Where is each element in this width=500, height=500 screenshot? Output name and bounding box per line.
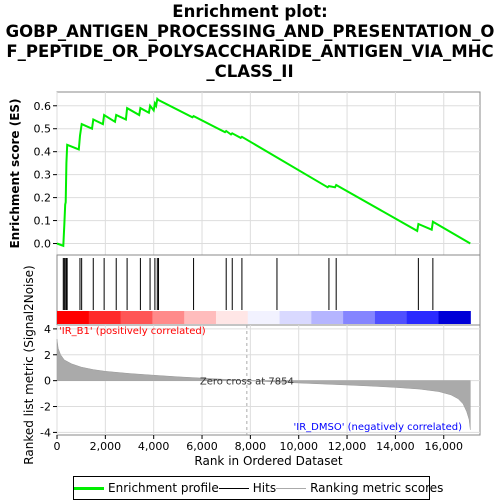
heat-bar-segment bbox=[311, 311, 343, 324]
heat-bar-segment bbox=[375, 311, 407, 324]
heat-bar-segment bbox=[343, 311, 375, 324]
legend: Enrichment profile Hits Ranking metric s… bbox=[73, 476, 430, 500]
es-y-tick-label: 0.6 bbox=[34, 100, 52, 113]
heat-bar-segment bbox=[57, 311, 89, 324]
es-y-tick-label: 0.3 bbox=[34, 169, 52, 182]
es-panel: 0.0 0.1 0.2 0.3 0.4 0.5 0.6 Enrichment score (… bbox=[8, 92, 480, 255]
metric-x-ticks: 0 2,000 4,000 6,000 8,000 10,000 12,000 14,000 1… bbox=[54, 435, 463, 453]
es-y-axis-label: Enrichment score (ES) bbox=[8, 98, 22, 248]
heat-bar-segment bbox=[439, 311, 471, 324]
heat-bar-segment bbox=[216, 311, 248, 324]
heat-bar-segment bbox=[184, 311, 216, 324]
metric-y-axis-label: Ranked list metric (Signal2Noise) bbox=[22, 265, 36, 464]
es-y-tick-label: 0.4 bbox=[34, 146, 52, 159]
es-y-tick-label: 0.1 bbox=[34, 215, 52, 228]
x-tick-label: 8,000 bbox=[235, 440, 267, 453]
legend-hits-swatch bbox=[219, 488, 249, 489]
zero-cross-label: Zero cross at 7854 bbox=[200, 377, 294, 388]
heat-bar-segment bbox=[407, 311, 439, 324]
x-tick-label: 12,000 bbox=[328, 440, 367, 453]
x-tick-label: 4,000 bbox=[138, 440, 170, 453]
heat-bar-segment bbox=[89, 311, 121, 324]
x-axis-label: Rank in Ordered Dataset bbox=[194, 454, 342, 468]
x-tick-label: 14,000 bbox=[376, 440, 415, 453]
metric-y-tick-label: -2 bbox=[40, 401, 51, 414]
metric-y-ticks: -4 -2 0 2 4 bbox=[40, 323, 57, 440]
heat-bar-segment bbox=[280, 311, 312, 324]
heat-bar-segment bbox=[121, 311, 153, 324]
heat-bar-segment bbox=[248, 311, 280, 324]
hits-panel bbox=[57, 255, 480, 325]
x-tick-label: 6,000 bbox=[186, 440, 218, 453]
legend-metric-label: Ranking metric scores bbox=[310, 481, 443, 495]
negative-correlation-label: 'IR_DMSO' (negatively correlated) bbox=[294, 422, 463, 433]
es-y-tick-label: 0.2 bbox=[34, 192, 52, 205]
legend-item-enrichment: Enrichment profile bbox=[74, 481, 219, 495]
x-tick-label: 0 bbox=[54, 440, 61, 453]
legend-enrichment-label: Enrichment profile bbox=[108, 481, 219, 495]
x-tick-label: 16,000 bbox=[424, 440, 463, 453]
legend-enrichment-swatch bbox=[74, 487, 104, 490]
metric-y-tick-label: 2 bbox=[44, 349, 51, 362]
x-tick-label: 10,000 bbox=[279, 440, 318, 453]
positive-correlation-label: 'IR_B1' (positively correlated) bbox=[59, 326, 206, 337]
rank-heat-bar bbox=[57, 311, 471, 324]
x-tick-label: 2,000 bbox=[90, 440, 122, 453]
es-y-tick-label: 0.5 bbox=[34, 123, 52, 136]
heat-bar-segment bbox=[152, 311, 184, 324]
legend-hits-label: Hits bbox=[253, 481, 276, 495]
metric-y-tick-label: 0 bbox=[44, 375, 51, 388]
metric-y-tick-label: -4 bbox=[40, 426, 51, 439]
es-y-tick-label: 0.0 bbox=[34, 238, 52, 251]
metric-y-tick-label: 4 bbox=[44, 323, 51, 336]
es-y-ticks: 0.0 0.1 0.2 0.3 0.4 0.5 0.6 bbox=[34, 100, 58, 251]
legend-item-hits: Hits bbox=[219, 481, 276, 495]
legend-item-metric: Ranking metric scores bbox=[276, 481, 443, 495]
legend-metric-swatch bbox=[276, 488, 306, 489]
